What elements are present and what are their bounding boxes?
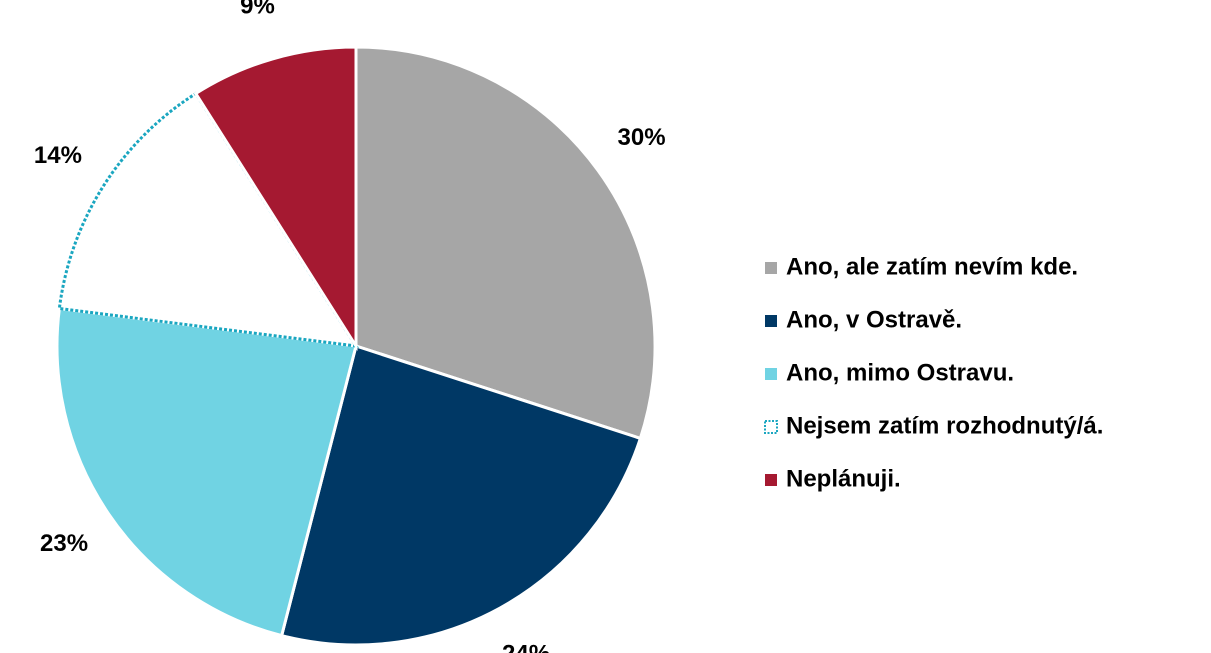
legend-label: Ano, v Ostravě. xyxy=(786,306,962,333)
data-label: 9% xyxy=(240,0,275,19)
pie-slice xyxy=(193,45,358,352)
legend-marker xyxy=(765,315,777,327)
legend-marker xyxy=(765,262,777,274)
pie-slice xyxy=(57,91,359,348)
legend-marker xyxy=(765,368,777,380)
legend-label: Ano, ale zatím nevím kde. xyxy=(786,253,1078,280)
data-label: 24% xyxy=(502,641,550,653)
legend-label: Ano, mimo Ostravu. xyxy=(786,359,1014,386)
data-label: 30% xyxy=(618,124,666,151)
legend-marker xyxy=(764,420,778,434)
pie-slice xyxy=(354,45,657,441)
legend-marker xyxy=(765,474,777,486)
pie-slice xyxy=(55,306,358,638)
data-label: 14% xyxy=(34,142,82,169)
data-label: 23% xyxy=(40,530,88,557)
legend-label: Neplánuji. xyxy=(786,465,901,492)
legend-label: Nejsem zatím rozhodnutý/á. xyxy=(786,412,1103,439)
pie-slice xyxy=(279,344,643,647)
